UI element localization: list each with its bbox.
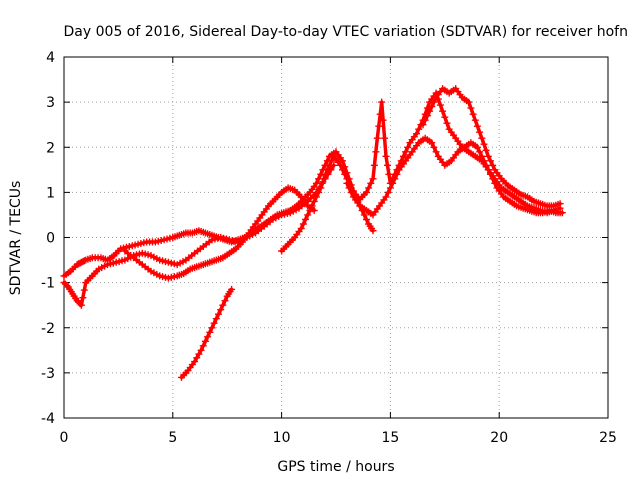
- plus-markers: [121, 184, 318, 282]
- series-line: [62, 163, 336, 307]
- y-tick-label: -1: [41, 276, 55, 292]
- series-track-c: [121, 184, 318, 282]
- grid: [64, 57, 608, 418]
- y-axis-label: SDTVAR / TECUs: [8, 181, 24, 296]
- plus-markers: [178, 285, 236, 381]
- x-tick-label: 0: [60, 430, 69, 446]
- y-tick-label: 4: [46, 50, 55, 66]
- x-tick-label: 15: [381, 430, 399, 446]
- plus-markers: [60, 161, 338, 309]
- y-tick-labels: -4 -3 -2 -1 0 1 2 3 4: [41, 50, 55, 427]
- plus-markers: [343, 134, 566, 219]
- y-tick-label: 0: [46, 231, 55, 247]
- x-tick-label: 10: [273, 430, 291, 446]
- series-line: [421, 86, 562, 208]
- axis-ticks: [63, 56, 609, 419]
- y-tick-label: -3: [41, 366, 55, 382]
- y-tick-label: 2: [46, 140, 55, 156]
- series-track-d: [178, 285, 236, 381]
- y-tick-label: -2: [41, 321, 55, 337]
- data-series: [60, 85, 566, 381]
- chart-title: Day 005 of 2016, Sidereal Day-to-day VTE…: [64, 24, 628, 40]
- series-track-e: [278, 89, 564, 255]
- series-track-b: [60, 161, 338, 309]
- x-axis-label: GPS time / hours: [277, 459, 394, 475]
- plus-markers: [419, 85, 564, 210]
- y-tick-label: 1: [46, 185, 55, 201]
- y-tick-label: 3: [46, 95, 55, 111]
- series-line: [123, 186, 316, 280]
- x-tick-label: 20: [490, 430, 508, 446]
- series-track-f: [343, 134, 566, 219]
- series-track-g: [419, 85, 564, 210]
- x-tick-labels: 0 5 10 15 20 25: [60, 430, 617, 446]
- x-tick-label: 5: [168, 430, 177, 446]
- x-tick-label: 25: [599, 430, 617, 446]
- y-tick-label: -4: [41, 411, 55, 427]
